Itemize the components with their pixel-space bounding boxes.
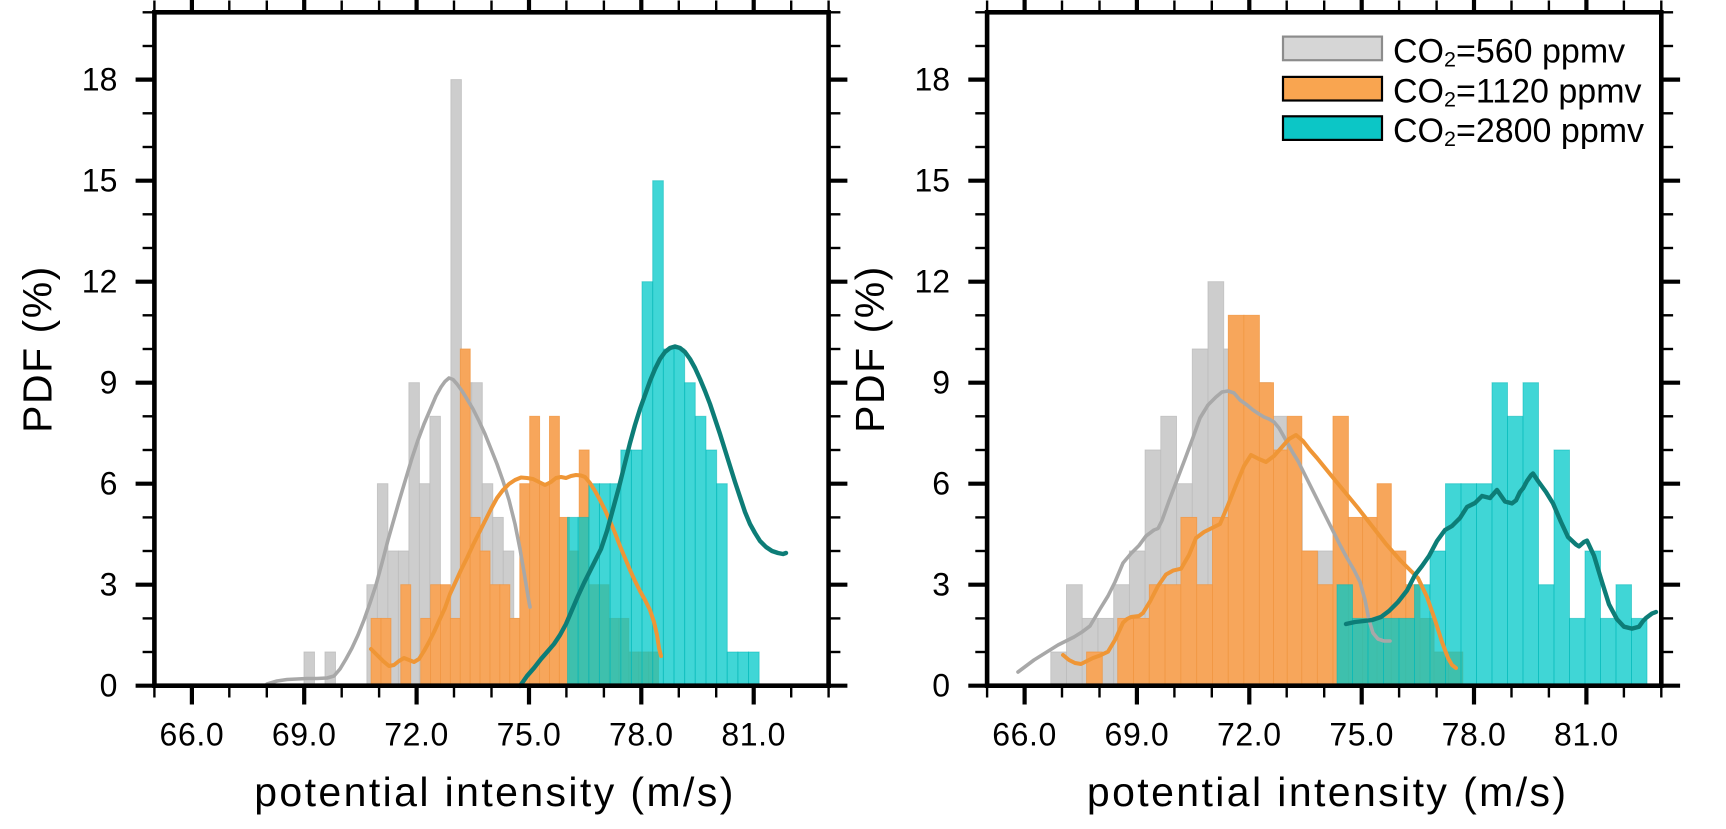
svg-text:12: 12 [915, 264, 951, 300]
svg-text:9: 9 [100, 365, 118, 401]
svg-text:15: 15 [82, 163, 118, 199]
svg-text:6: 6 [932, 466, 950, 502]
svg-text:81.0: 81.0 [1554, 717, 1619, 753]
svg-text:75.0: 75.0 [497, 717, 562, 753]
svg-text:12: 12 [82, 264, 118, 300]
svg-text:6: 6 [100, 466, 118, 502]
svg-text:18: 18 [915, 62, 951, 98]
svg-text:69.0: 69.0 [1105, 717, 1170, 753]
svg-text:PDF (%): PDF (%) [847, 265, 893, 433]
svg-text:potential intensity (m/s): potential intensity (m/s) [1087, 769, 1569, 815]
svg-text:66.0: 66.0 [992, 717, 1057, 753]
svg-text:81.0: 81.0 [721, 717, 786, 753]
svg-text:0: 0 [932, 668, 950, 704]
svg-text:72.0: 72.0 [1217, 717, 1282, 753]
svg-text:69.0: 69.0 [272, 717, 337, 753]
svg-text:CO2=560 ppmv: CO2=560 ppmv [1393, 32, 1625, 71]
svg-text:CO2=2800 ppmv: CO2=2800 ppmv [1393, 112, 1644, 151]
svg-text:3: 3 [100, 567, 118, 603]
svg-text:15: 15 [915, 163, 951, 199]
svg-text:potential intensity (m/s): potential intensity (m/s) [254, 769, 736, 815]
svg-text:18: 18 [82, 62, 118, 98]
svg-text:0: 0 [100, 668, 118, 704]
svg-text:3: 3 [932, 567, 950, 603]
svg-text:72.0: 72.0 [384, 717, 449, 753]
svg-text:PDF (%): PDF (%) [14, 265, 60, 433]
svg-text:CO2=1120 ppmv: CO2=1120 ppmv [1393, 73, 1642, 112]
svg-text:9: 9 [932, 365, 950, 401]
svg-text:66.0: 66.0 [160, 717, 225, 753]
svg-text:78.0: 78.0 [1442, 717, 1507, 753]
svg-text:78.0: 78.0 [609, 717, 674, 753]
svg-text:75.0: 75.0 [1329, 717, 1394, 753]
